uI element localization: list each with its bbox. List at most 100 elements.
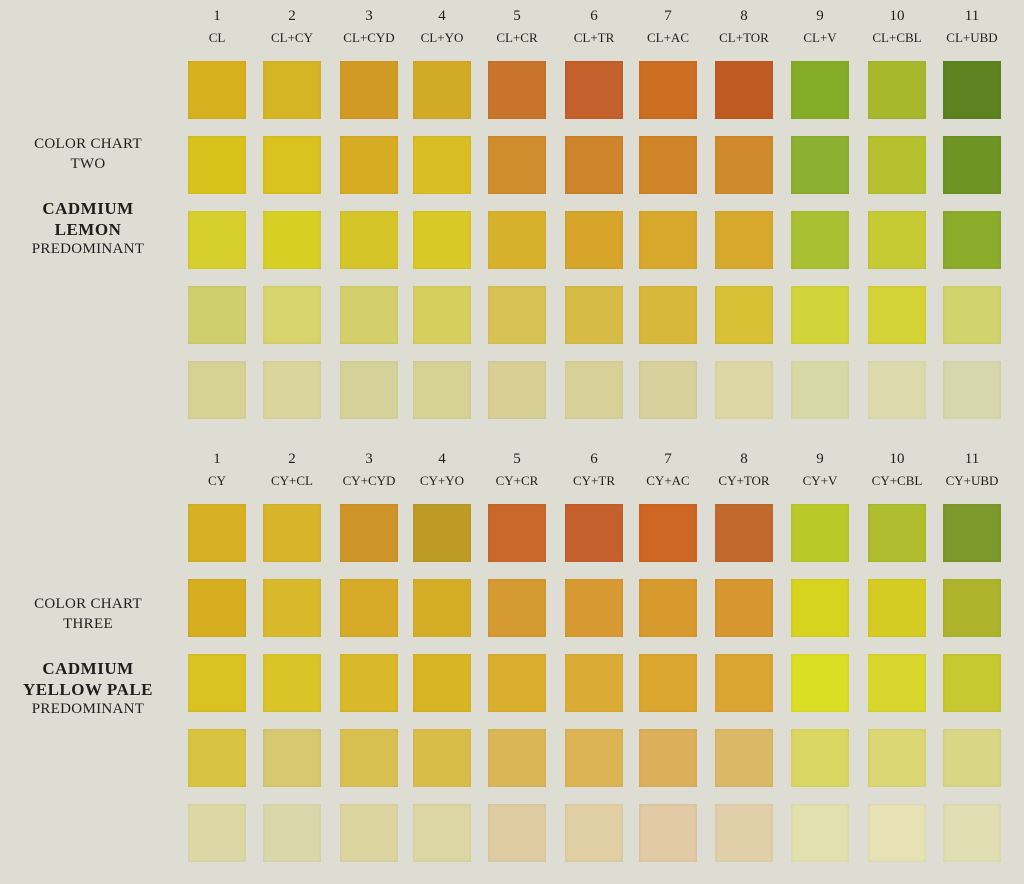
color-swatch (565, 729, 623, 787)
chart-two-heading: COLOR CHART TWO CADMIUM LEMON PREDOMINAN… (0, 134, 176, 258)
color-swatch (488, 61, 546, 119)
color-swatch (413, 654, 471, 712)
color-column: 3 CY+CYD (329, 451, 409, 862)
chart-caption: COLOR CHART (34, 596, 142, 612)
color-swatch (791, 579, 849, 637)
color-column: 4 CL+YO (402, 8, 482, 419)
color-swatch (413, 61, 471, 119)
color-swatch (263, 654, 321, 712)
column-number: 9 (816, 451, 824, 467)
color-column: 2 CL+CY (252, 8, 332, 419)
color-column: 7 CY+AC (628, 451, 708, 862)
color-swatch (943, 61, 1001, 119)
color-swatch (413, 729, 471, 787)
column-number: 1 (213, 451, 221, 467)
color-swatch (340, 136, 398, 194)
color-swatch (868, 804, 926, 862)
color-swatch (188, 361, 246, 419)
color-column: 10 CY+CBL (857, 451, 937, 862)
column-number: 3 (365, 8, 373, 24)
color-swatch (413, 286, 471, 344)
color-swatch (340, 504, 398, 562)
column-number: 5 (513, 8, 521, 24)
color-swatch (943, 729, 1001, 787)
color-swatch (639, 804, 697, 862)
color-swatch (263, 504, 321, 562)
color-swatch (791, 286, 849, 344)
color-swatch (188, 504, 246, 562)
color-swatch (868, 61, 926, 119)
pigment-title-line2: YELLOW PALE (22, 680, 154, 699)
mixture-label: CL+CBL (872, 30, 922, 45)
color-swatch (639, 654, 697, 712)
color-swatch (715, 211, 773, 269)
color-swatch (263, 136, 321, 194)
color-swatch (340, 729, 398, 787)
column-number: 4 (438, 451, 446, 467)
chart-caption-number: THREE (63, 616, 113, 632)
color-swatch (639, 729, 697, 787)
color-swatch (868, 211, 926, 269)
color-swatch (565, 136, 623, 194)
color-swatch (868, 286, 926, 344)
column-number: 9 (816, 8, 824, 24)
color-swatch (715, 361, 773, 419)
mixture-label: CY (207, 473, 227, 488)
color-swatch (943, 579, 1001, 637)
mixture-label: CL+CR (496, 30, 538, 45)
color-swatch (791, 729, 849, 787)
color-swatch (188, 654, 246, 712)
color-swatch (488, 729, 546, 787)
color-swatch (188, 286, 246, 344)
color-swatch (715, 136, 773, 194)
pigment-subtitle: PREDOMINANT (31, 701, 145, 717)
color-swatch (340, 286, 398, 344)
color-swatch (791, 361, 849, 419)
color-swatch (943, 504, 1001, 562)
color-swatch (263, 286, 321, 344)
mixture-label: CY+TOR (718, 473, 770, 488)
color-swatch (791, 504, 849, 562)
color-swatch (488, 579, 546, 637)
color-column: 8 CY+TOR (704, 451, 784, 862)
column-number: 11 (964, 8, 980, 24)
color-swatch (791, 136, 849, 194)
column-number: 6 (590, 8, 598, 24)
color-swatch (413, 504, 471, 562)
color-swatch (868, 579, 926, 637)
color-swatch (488, 504, 546, 562)
color-column: 11 CL+UBD (932, 8, 1012, 419)
column-number: 7 (664, 8, 672, 24)
color-column: 3 CL+CYD (329, 8, 409, 419)
color-swatch (340, 804, 398, 862)
color-swatch (188, 729, 246, 787)
color-swatch (639, 286, 697, 344)
color-swatch (868, 361, 926, 419)
color-column: 11 CY+UBD (932, 451, 1012, 862)
color-swatch (791, 654, 849, 712)
color-swatch (943, 136, 1001, 194)
column-number: 11 (964, 451, 980, 467)
color-swatch (715, 804, 773, 862)
column-number: 1 (213, 8, 221, 24)
color-swatch (188, 804, 246, 862)
color-swatch (413, 804, 471, 862)
color-swatch (488, 654, 546, 712)
color-swatch (340, 211, 398, 269)
color-swatch (413, 136, 471, 194)
color-swatch (791, 61, 849, 119)
pigment-title: CADMIUM (42, 199, 134, 218)
color-swatch (565, 804, 623, 862)
mixture-label: CL+UBD (946, 30, 998, 45)
column-number: 7 (664, 451, 672, 467)
color-swatch (565, 61, 623, 119)
mixture-label: CL+YO (420, 30, 464, 45)
color-column: 9 CL+V (780, 8, 860, 419)
color-swatch (488, 211, 546, 269)
color-swatch (263, 361, 321, 419)
mixture-label: CY+AC (646, 473, 690, 488)
column-number: 5 (513, 451, 521, 467)
color-swatch (715, 729, 773, 787)
color-swatch (565, 579, 623, 637)
mixture-label: CY+CYD (342, 473, 396, 488)
